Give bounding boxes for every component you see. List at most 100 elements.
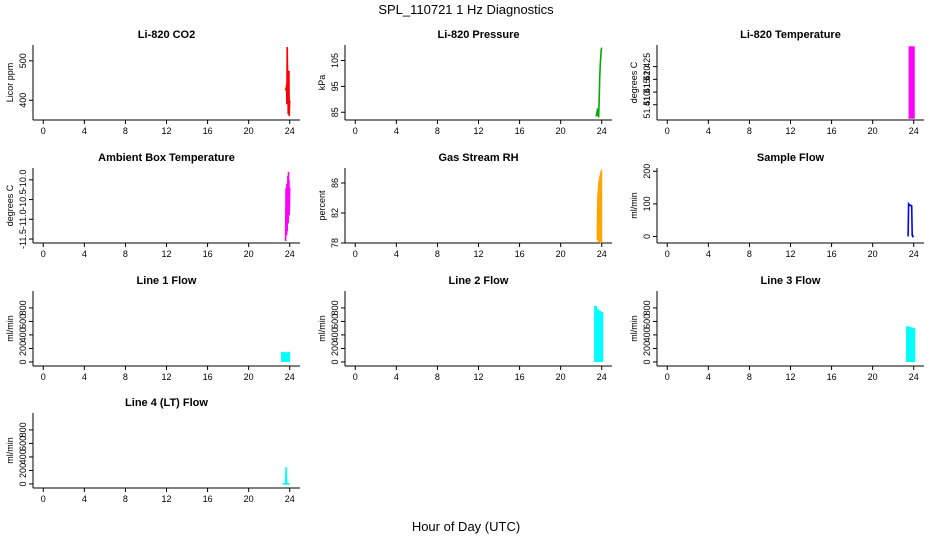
- x-tick-label: 8: [747, 372, 752, 382]
- x-tick-label: 24: [285, 494, 295, 504]
- y-axis-label: kPa: [317, 75, 327, 91]
- x-tick-label: 0: [665, 372, 670, 382]
- x-tick-label: 20: [868, 249, 878, 259]
- panel-title: Line 3 Flow: [761, 275, 821, 287]
- x-tick-label: 8: [123, 126, 128, 136]
- y-tick-label: 400: [642, 327, 652, 342]
- x-tick-label: 12: [161, 372, 171, 382]
- x-tick-label: 4: [82, 372, 87, 382]
- y-tick-label: 95: [330, 81, 340, 91]
- x-tick-label: 8: [123, 249, 128, 259]
- y-tick-label: 100: [642, 196, 652, 211]
- x-tick-label: 4: [706, 372, 711, 382]
- x-tick-label: 4: [706, 249, 711, 259]
- x-tick-label: 24: [909, 372, 919, 382]
- panel-title: Ambient Box Temperature: [98, 152, 235, 164]
- x-tick-label: 8: [747, 126, 752, 136]
- x-tick-label: 4: [82, 126, 87, 136]
- x-tick-label: 24: [285, 249, 295, 259]
- x-tick-label: 12: [161, 126, 171, 136]
- y-tick-label: 0: [330, 359, 340, 364]
- y-tick-label: 200: [330, 341, 340, 356]
- x-tick-label: 8: [123, 372, 128, 382]
- x-tick-label: 24: [597, 372, 607, 382]
- y-axis-label: degrees C: [5, 184, 15, 226]
- x-tick-label: 20: [556, 126, 566, 136]
- x-tick-label: 4: [706, 126, 711, 136]
- panel-title: Line 1 Flow: [137, 275, 197, 287]
- figure-xlabel: Hour of Day (UTC): [412, 519, 520, 534]
- x-tick-label: 8: [435, 372, 440, 382]
- x-tick-label: 20: [244, 249, 254, 259]
- x-tick-label: 20: [556, 249, 566, 259]
- y-tick-label: -10.5: [18, 189, 28, 210]
- y-tick-label: 51.415: [642, 78, 652, 106]
- series-band: [282, 352, 289, 362]
- x-tick-label: 24: [597, 249, 607, 259]
- panel-title: Li-820 Temperature: [740, 29, 841, 41]
- x-tick-label: 0: [353, 126, 358, 136]
- series-bar: [287, 351, 291, 362]
- y-tick-label: 82: [330, 208, 340, 218]
- y-tick-label: 0: [18, 359, 28, 364]
- y-tick-label: 0: [18, 481, 28, 486]
- y-tick-label: 400: [18, 449, 28, 464]
- y-tick-label: -11.5: [18, 229, 28, 249]
- x-tick-label: 12: [785, 372, 795, 382]
- y-tick-label: 51.425: [642, 53, 652, 81]
- y-tick-label: 200: [642, 164, 652, 179]
- x-tick-label: 16: [827, 372, 837, 382]
- y-tick-label: 85: [330, 107, 340, 117]
- y-tick-label: 400: [330, 327, 340, 342]
- y-tick-label: 800: [330, 300, 340, 315]
- y-tick-label: 600: [642, 314, 652, 329]
- x-tick-label: 0: [41, 372, 46, 382]
- x-tick-label: 0: [353, 372, 358, 382]
- x-tick-label: 12: [785, 126, 795, 136]
- series-area: [908, 46, 915, 119]
- x-tick-label: 12: [473, 372, 483, 382]
- x-tick-label: 4: [394, 249, 399, 259]
- series-area: [596, 169, 603, 244]
- y-axis-label: ml/min: [5, 315, 15, 342]
- y-tick-label: 600: [330, 314, 340, 329]
- x-tick-label: 0: [665, 249, 670, 259]
- panel-7: Line 2 Flow 0 4 8 12 16 20 24 0 200400600800ml/mi…: [317, 275, 612, 382]
- y-tick-label: 86: [330, 178, 340, 188]
- y-axis-label: ml/min: [5, 437, 15, 464]
- y-tick-label: 0: [642, 234, 652, 239]
- y-tick-label: 800: [18, 422, 28, 437]
- x-tick-label: 16: [515, 249, 525, 259]
- y-axis-label: percent: [317, 190, 327, 221]
- series-band: [907, 328, 914, 362]
- x-tick-label: 16: [203, 126, 213, 136]
- y-tick-label: 400: [18, 93, 28, 108]
- x-tick-label: 0: [665, 126, 670, 136]
- x-tick-label: 12: [473, 126, 483, 136]
- x-tick-label: 8: [435, 126, 440, 136]
- y-axis-label: degrees C: [629, 61, 639, 103]
- x-tick-label: 8: [747, 249, 752, 259]
- panel-title: Li-820 CO2: [138, 29, 195, 41]
- x-tick-label: 8: [123, 494, 128, 504]
- series-line: [907, 201, 915, 238]
- panel-title: Gas Stream RH: [438, 152, 518, 164]
- panel-title: Line 4 (LT) Flow: [125, 397, 208, 409]
- series-line: [284, 171, 291, 242]
- x-tick-label: 24: [285, 126, 295, 136]
- x-tick-label: 0: [41, 249, 46, 259]
- x-tick-label: 20: [244, 494, 254, 504]
- y-tick-label: 105: [330, 53, 340, 68]
- y-tick-label: 200: [18, 463, 28, 478]
- series-line: [595, 47, 603, 118]
- x-tick-label: 16: [515, 372, 525, 382]
- x-tick-label: 16: [515, 126, 525, 136]
- x-tick-label: 4: [82, 249, 87, 259]
- x-tick-label: 0: [41, 494, 46, 504]
- y-tick-label: 400: [18, 327, 28, 342]
- panel-9: Line 4 (LT) Flow 0 4 8 12 16 20 24 0 200400600800…: [5, 397, 300, 504]
- series-band: [595, 311, 602, 362]
- x-tick-label: 12: [473, 249, 483, 259]
